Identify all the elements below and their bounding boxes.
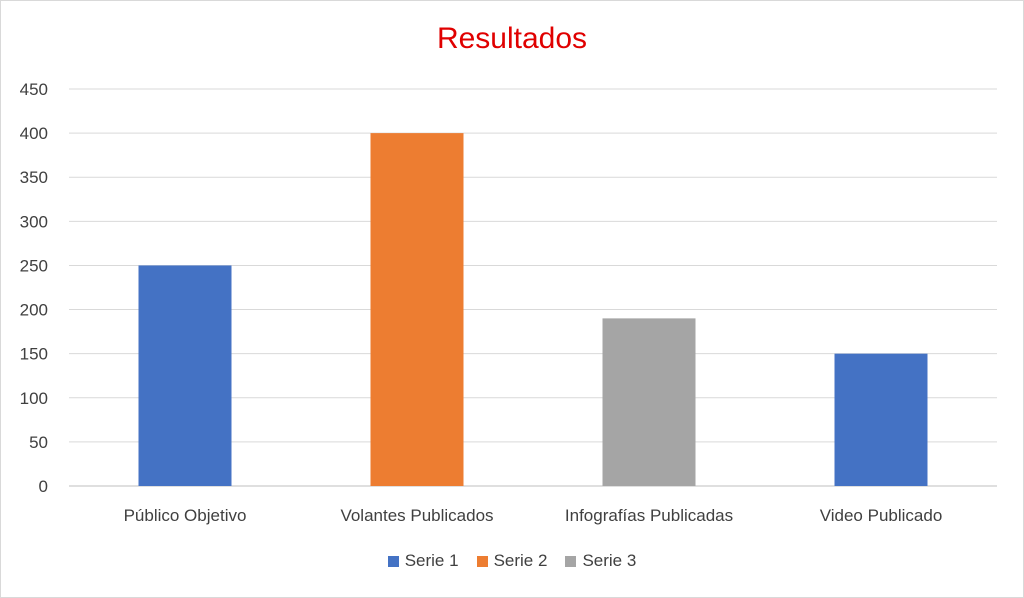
- y-tick-label: 250: [20, 256, 48, 275]
- x-category-label: Volantes Publicados: [340, 506, 493, 525]
- y-tick-label: 450: [20, 80, 48, 99]
- bars: [138, 133, 928, 486]
- y-tick-label: 300: [20, 212, 48, 231]
- x-axis-labels: Público Objetivo Volantes Publicados Infog…: [124, 506, 943, 525]
- x-category-label: Público Objetivo: [124, 506, 247, 525]
- bar: [834, 353, 928, 486]
- y-tick-label: 200: [20, 301, 48, 320]
- y-tick-label: 150: [20, 345, 48, 364]
- legend-item: Serie 2: [476, 551, 548, 571]
- legend: Serie 1 Serie 2 Serie 3: [0, 551, 1024, 571]
- legend-swatch: [565, 555, 577, 567]
- bar: [370, 133, 464, 486]
- legend-swatch: [476, 555, 488, 567]
- x-category-label: Infografías Publicadas: [565, 506, 733, 525]
- legend-label: Serie 2: [493, 551, 548, 570]
- y-tick-label: 50: [29, 433, 48, 452]
- y-tick-label: 100: [20, 389, 48, 408]
- y-tick-label: 350: [20, 168, 48, 187]
- legend-swatch: [387, 555, 399, 567]
- chart-title: Resultados: [436, 22, 588, 55]
- y-tick-label: 400: [20, 124, 48, 143]
- y-tick-label: 0: [39, 477, 48, 496]
- legend-item: Serie 1: [387, 551, 459, 571]
- bar: [602, 318, 696, 486]
- legend-item: Serie 3: [565, 551, 636, 571]
- y-axis-ticks: 0 50 100 150 200 250 300 350 400 450: [20, 80, 48, 496]
- x-category-label: Video Publicado: [820, 506, 943, 525]
- bar: [138, 265, 232, 486]
- legend-label: Serie 3: [582, 551, 637, 570]
- legend-label: Serie 1: [404, 551, 459, 570]
